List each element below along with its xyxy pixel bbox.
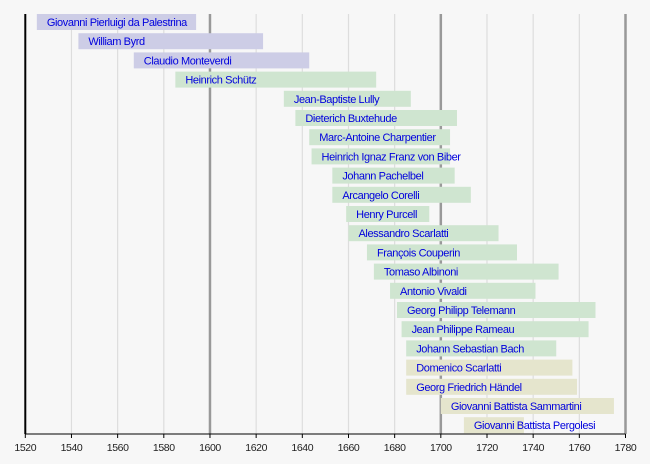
composer-label: Alessandro Scarlatti (358, 228, 448, 240)
x-tick-label: 1660 (338, 442, 360, 454)
composer-bar (346, 206, 430, 222)
x-tick-label: 1780 (615, 442, 637, 454)
composer-bar (309, 129, 451, 146)
composer-bar (36, 14, 197, 30)
composer-label: Georg Philipp Telemann (407, 305, 516, 317)
composer-bar (406, 359, 573, 376)
composer-bar (390, 282, 536, 299)
composer-label: Henry Purcell (356, 209, 417, 221)
composer-bar (406, 378, 578, 395)
composer-label: Jean Philippe Rameau (412, 324, 515, 336)
composer-bar (311, 148, 451, 165)
composer-bar (406, 340, 557, 357)
composer-label: Johann Pachelbel (342, 171, 423, 183)
composer-label: Giovanni Battista Sammartini (451, 401, 582, 413)
composer-label: Johann Sebastian Bach (416, 343, 524, 355)
composer-bar (332, 167, 455, 184)
composer-bar (366, 244, 518, 261)
composer-bar (175, 71, 377, 88)
composer-bar (78, 33, 264, 50)
composer-label: Heinrich Ignaz Franz von Biber (322, 151, 462, 163)
x-tick-label: 1520 (14, 442, 36, 454)
composer-label: Claudio Monteverdi (144, 55, 232, 67)
composer-bar (373, 263, 559, 280)
composer-bar (348, 225, 499, 242)
x-tick-label: 1760 (568, 442, 590, 454)
composer-label: Marc-Antoine Charpentier (319, 132, 436, 144)
x-tick-label: 1600 (199, 442, 221, 454)
composer-label: Arcangelo Corelli (342, 190, 419, 202)
x-tick-label: 1640 (291, 442, 313, 454)
composer-label: Antonio Vivaldi (400, 286, 467, 298)
composer-bar (463, 417, 524, 434)
composer-bar (440, 398, 614, 414)
composer-bar (332, 186, 471, 203)
x-tick-label: 1620 (245, 442, 267, 454)
composer-label: Tomaso Albinoni (384, 267, 458, 279)
composer-label: Giovanni Pierluigi da Palestrina (47, 17, 188, 29)
composer-label: François Couperin (377, 247, 460, 259)
composer-bar (133, 52, 310, 69)
composer-label: Dieterich Buxtehude (305, 113, 397, 125)
composer-label: Georg Friedrich Händel (416, 382, 522, 394)
x-tick-label: 1580 (153, 442, 175, 454)
composer-bar (396, 302, 596, 318)
composer-bar (283, 90, 411, 107)
x-tick-label: 1680 (384, 442, 406, 454)
x-tick-label: 1560 (107, 442, 129, 454)
composer-bar (401, 321, 589, 338)
x-tick-label: 1720 (476, 442, 498, 454)
x-tick-label: 1700 (430, 442, 452, 454)
x-tick-label: 1540 (61, 442, 83, 454)
x-tick-label: 1740 (522, 442, 544, 454)
composer-label: Giovanni Battista Pergolesi (474, 420, 595, 432)
composer-label: William Byrd (88, 36, 145, 48)
composer-label: Heinrich Schütz (185, 75, 256, 87)
composer-label: Jean-Baptiste Lully (294, 94, 380, 106)
composer-label: Domenico Scarlatti (416, 363, 501, 375)
composer-bar (295, 110, 457, 126)
